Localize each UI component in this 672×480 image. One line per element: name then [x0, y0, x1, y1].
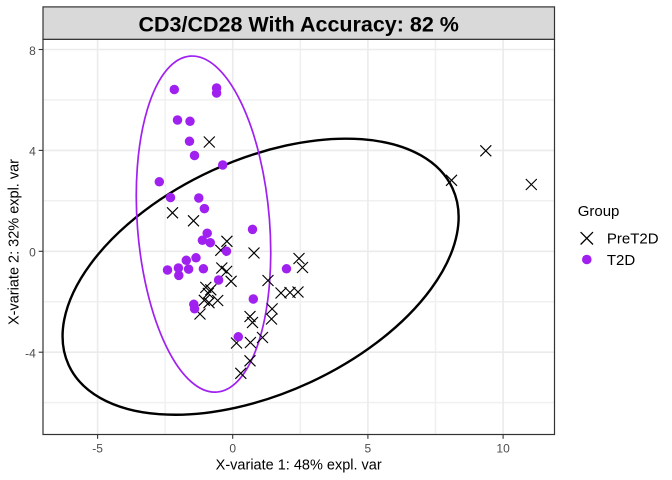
svg-text:Group: Group	[578, 203, 620, 220]
svg-text:4: 4	[29, 145, 36, 159]
svg-text:-5: -5	[92, 441, 103, 455]
svg-text:X-variate 2: 32% expl. var: X-variate 2: 32% expl. var	[7, 159, 23, 325]
svg-text:PreT2D: PreT2D	[607, 231, 659, 248]
svg-text:0: 0	[29, 246, 36, 260]
svg-text:5: 5	[365, 441, 372, 455]
svg-text:10: 10	[496, 441, 510, 455]
svg-text:CD3/CD28 With Accuracy: 82 %: CD3/CD28 With Accuracy: 82 %	[138, 13, 458, 37]
svg-text:0: 0	[229, 441, 236, 455]
svg-text:-4: -4	[25, 347, 36, 361]
svg-text:8: 8	[29, 44, 36, 58]
svg-text:X-variate 1: 48% expl. var: X-variate 1: 48% expl. var	[216, 457, 382, 473]
svg-text:T2D: T2D	[607, 252, 636, 269]
